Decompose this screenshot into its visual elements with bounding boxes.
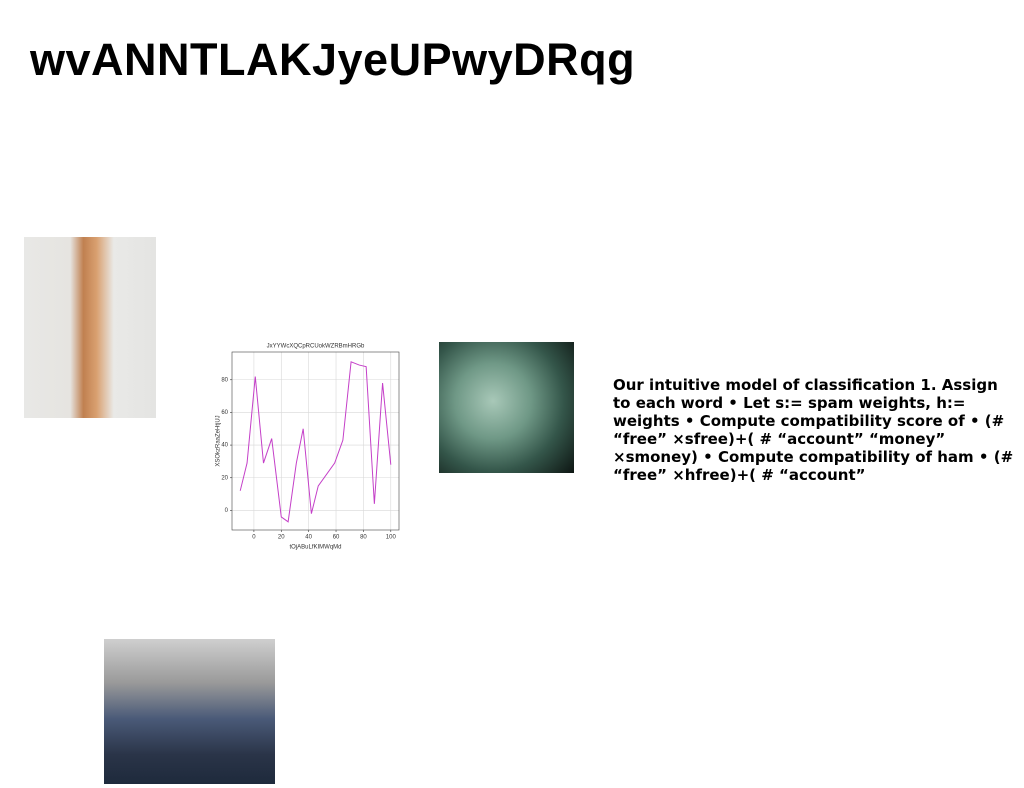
x-tick-label: 100 [386, 535, 397, 541]
body-text: Our intuitive model of classification 1.… [613, 376, 1014, 484]
y-tick-label: 20 [221, 475, 228, 481]
x-tick-label: 60 [333, 535, 340, 541]
y-tick-label: 40 [221, 443, 228, 449]
x-tick-label: 80 [360, 535, 367, 541]
title: wvANNTLAKJyeUPwyDRqg [30, 34, 636, 85]
y-axis-label: XSOkzRaaZeHtjUJ [216, 415, 222, 466]
y-tick-label: 80 [221, 377, 228, 383]
x-tick-label: 0 [252, 535, 256, 541]
image-statue [24, 237, 156, 418]
line-chart: JxYYWcXQCpRCUokWZRBmHRGb tOjABuLfKIMWqMd X… [216, 344, 400, 551]
y-tick-label: 60 [221, 410, 228, 416]
x-tick-label: 20 [278, 535, 285, 541]
image-fabric [439, 342, 574, 473]
chart-title: JxYYWcXQCpRCUokWZRBmHRGb [267, 344, 365, 350]
plot-frame [231, 351, 400, 531]
image-house [104, 639, 275, 784]
y-tick-label: 0 [225, 508, 229, 514]
data-line [239, 361, 392, 523]
x-axis-label: tOjABuLfKIMWqMd [289, 545, 341, 551]
x-tick-label: 40 [305, 535, 312, 541]
